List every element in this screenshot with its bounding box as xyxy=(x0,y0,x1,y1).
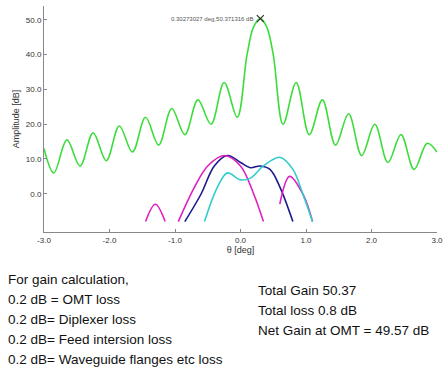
svg-text:0.0: 0.0 xyxy=(30,190,42,199)
svg-text:10.0: 10.0 xyxy=(26,155,42,164)
svg-text:1.0: 1.0 xyxy=(300,236,312,245)
svg-text:0.30273027 deg,50.371316 dB: 0.30273027 deg,50.371316 dB xyxy=(171,16,253,22)
html-text:0.2 dB= Diplexer loss: 0.2 dB= Diplexer loss xyxy=(8,312,136,327)
svg-text:-2.0: -2.0 xyxy=(103,236,117,245)
html-text:For gain calculation,: For gain calculation, xyxy=(8,272,129,287)
html-text:0.2 dB= Waveguide flanges etc: 0.2 dB= Waveguide flanges etc loss xyxy=(8,352,223,367)
svg-text:40.0: 40.0 xyxy=(26,50,42,59)
html-text:0.2 dB = OMT loss: 0.2 dB = OMT loss xyxy=(8,292,120,307)
svg-text:-3.0: -3.0 xyxy=(37,236,51,245)
svg-text:2.0: 2.0 xyxy=(366,236,378,245)
html-text:Net Gain at OMT = 49.57 dB: Net Gain at OMT = 49.57 dB xyxy=(258,323,430,338)
svg-text:-1.0: -1.0 xyxy=(168,236,182,245)
svg-text:20.0: 20.0 xyxy=(26,120,42,129)
svg-text:Amplitude [dB]: Amplitude [dB] xyxy=(11,90,21,149)
svg-text:3.0: 3.0 xyxy=(431,236,443,245)
svg-text:30.0: 30.0 xyxy=(26,85,42,94)
svg-text:0.0: 0.0 xyxy=(235,236,247,245)
html-text:Total Gain 50.37: Total Gain 50.37 xyxy=(258,283,357,298)
svg-text:θ [deg]: θ [deg] xyxy=(227,245,255,255)
html-text:0.2 dB= Feed intersion loss: 0.2 dB= Feed intersion loss xyxy=(8,332,172,347)
html-text:Total loss 0.8 dB: Total loss 0.8 dB xyxy=(258,303,358,318)
svg-text:50.0: 50.0 xyxy=(26,16,42,25)
